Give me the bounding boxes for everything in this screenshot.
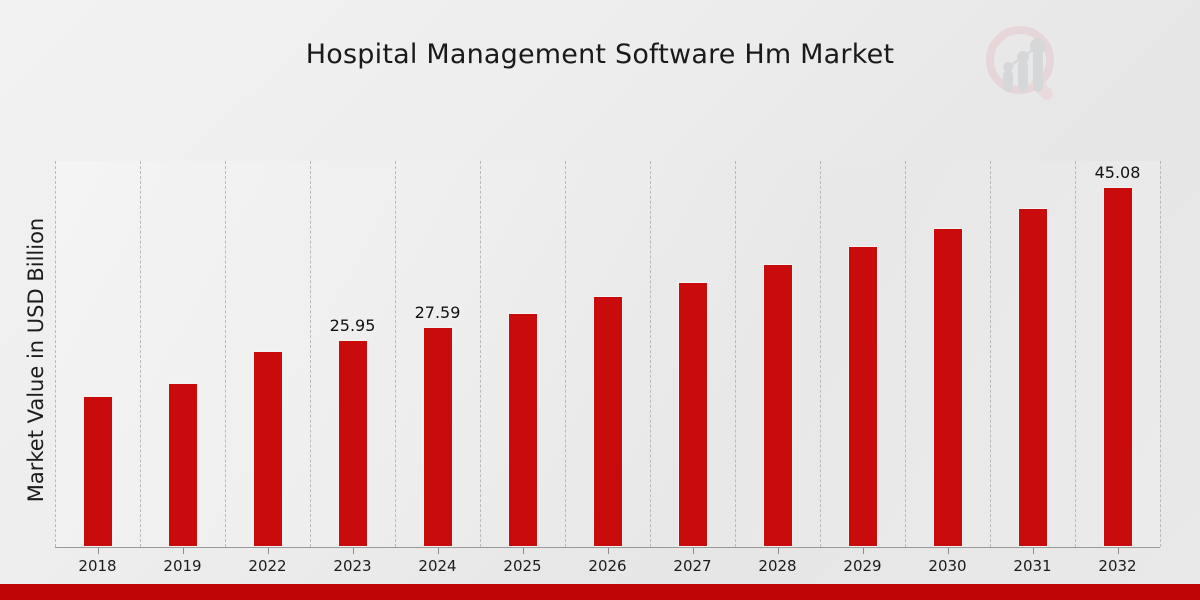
gridline	[225, 161, 226, 547]
x-axis-label-2022: 2022	[248, 557, 287, 575]
gridline	[905, 161, 906, 547]
x-tick-2025	[522, 548, 524, 554]
gridline	[650, 161, 651, 547]
x-axis-label-2032: 2032	[1098, 557, 1137, 575]
y-axis-label: Market Value in USD Billion	[24, 217, 48, 503]
gridline	[310, 161, 311, 547]
bar-2025[interactable]	[507, 312, 538, 547]
x-tick-2023	[352, 548, 354, 554]
bar-value-label-2024: 27.59	[414, 302, 461, 322]
bar-2024[interactable]	[422, 326, 453, 547]
gridline	[565, 161, 566, 547]
x-tick-2030	[947, 548, 949, 554]
page-title: Hospital Management Software Hm Market	[305, 39, 895, 70]
x-tick-2032	[1117, 548, 1119, 554]
bar-2032[interactable]	[1102, 187, 1133, 547]
gridline	[55, 161, 56, 547]
bar-2018[interactable]	[82, 396, 113, 547]
x-tick-2027	[692, 548, 694, 554]
x-tick-2018	[97, 548, 99, 554]
x-axis-label-2018: 2018	[78, 557, 117, 575]
x-axis-label-2024: 2024	[418, 557, 457, 575]
x-axis-label-2025: 2025	[503, 557, 542, 575]
x-axis-label-2031: 2031	[1013, 557, 1052, 575]
plot-area	[55, 161, 1161, 547]
x-axis-label-2026: 2026	[588, 557, 627, 575]
x-tick-2019	[182, 548, 184, 554]
gridline	[820, 161, 821, 547]
x-axis-label-2019: 2019	[163, 557, 202, 575]
x-axis-label-2030: 2030	[928, 557, 967, 575]
market-research-logo	[978, 20, 1070, 112]
gridline	[140, 161, 141, 547]
bar-2023[interactable]	[337, 340, 368, 547]
gridline	[480, 161, 481, 547]
x-tick-2028	[777, 548, 779, 554]
x-axis-line	[55, 547, 1160, 548]
x-tick-2022	[267, 548, 269, 554]
gridline	[1075, 161, 1076, 547]
x-tick-2024	[437, 548, 439, 554]
footer-strip	[0, 584, 1200, 600]
bar-2031[interactable]	[1017, 208, 1048, 547]
gridline	[735, 161, 736, 547]
gridline	[990, 161, 991, 547]
magnifier-chart-icon	[986, 26, 1054, 100]
x-tick-2031	[1032, 548, 1034, 554]
bar-2029[interactable]	[847, 245, 878, 547]
bar-2027[interactable]	[677, 281, 708, 547]
gridline	[1160, 161, 1161, 547]
bar-2026[interactable]	[592, 296, 623, 547]
x-tick-2029	[862, 548, 864, 554]
bar-2028[interactable]	[762, 264, 793, 547]
bar-value-label-2023: 25.95	[329, 316, 376, 336]
gridline	[395, 161, 396, 547]
x-axis-label-2029: 2029	[843, 557, 882, 575]
bar-2019[interactable]	[167, 383, 198, 547]
x-axis-label-2028: 2028	[758, 557, 797, 575]
bar-2030[interactable]	[932, 227, 963, 547]
x-axis-label-2027: 2027	[673, 557, 712, 575]
x-tick-2026	[607, 548, 609, 554]
bar-value-label-2032: 45.08	[1094, 163, 1141, 183]
bar-2022[interactable]	[252, 351, 283, 547]
x-axis-label-2023: 2023	[333, 557, 372, 575]
